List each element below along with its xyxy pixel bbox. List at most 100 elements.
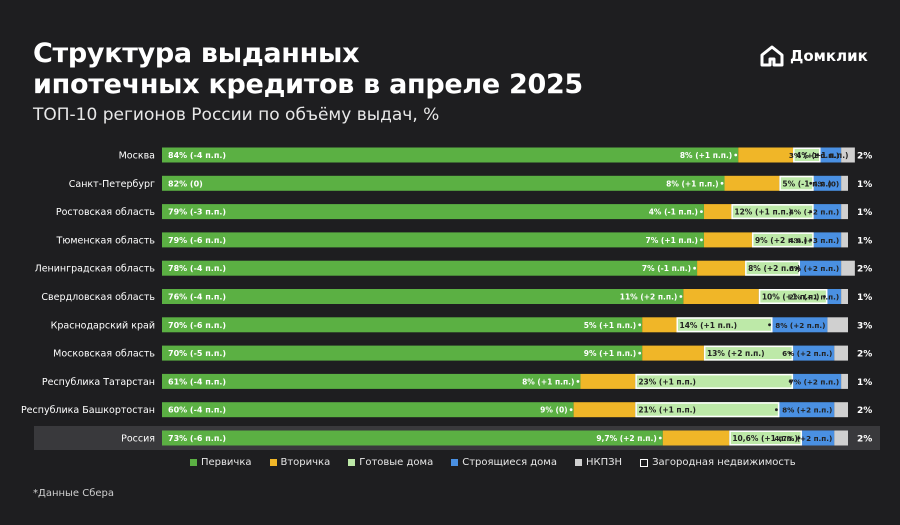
region-label: Москва: [119, 151, 155, 162]
bar-label-ready: 4% (+1 п.п.): [796, 151, 848, 160]
bar-label-primary: 73% (-6 п.п.): [168, 434, 226, 443]
bar-label-secondary: 11% (+2 п.п.): [620, 293, 678, 302]
bar-segment-ready: [635, 373, 794, 389]
bar-label-nkpzn: 1%: [857, 180, 872, 190]
country-outline: [745, 260, 800, 276]
country-outline: [793, 147, 821, 163]
bar-label-ready: 5% (-1 п.п.): [782, 179, 831, 188]
country-outline: [703, 345, 794, 361]
marker-dot-secondary: [576, 380, 580, 383]
bar-label-primary: 79% (-6 п.п.): [168, 236, 226, 245]
country-outline: [635, 373, 794, 389]
marker-dot-secondary: [569, 408, 573, 412]
bar-segment-nkpzn: [841, 232, 848, 248]
legend-item-primary: Первичка: [190, 457, 252, 468]
bar-segment-primary: [162, 430, 663, 446]
legend-item-secondary: Вторичка: [269, 457, 330, 468]
bar-segment-secondary: [642, 345, 704, 361]
bar-segment-primary: [162, 260, 698, 276]
bar-segment-secondary: [697, 260, 746, 276]
marker-dot-construction: [823, 295, 826, 298]
bar-segment-construction: [813, 204, 842, 220]
marker-dot-construction: [775, 408, 778, 412]
bar-segment-construction: [813, 232, 842, 248]
marker-dot-construction: [809, 210, 813, 214]
bar-segment-nkpzn: [827, 317, 848, 333]
marker-dot-construction: [797, 436, 801, 440]
bar-segment-construction: [813, 175, 842, 191]
region-label: Московская область: [53, 349, 155, 360]
bar-label-construction: 8% (+2 п.п.): [775, 321, 825, 330]
bar-label-construction: 6% (+2 п.п.): [782, 349, 832, 358]
bar-segment-nkpzn: [841, 289, 848, 304]
bar-segment-construction: [827, 289, 842, 304]
bar-label-nkpzn: 2%: [857, 435, 872, 445]
bar-segment-secondary: [642, 317, 677, 333]
bar-label-ready: 12% (+1 п.п.): [734, 208, 792, 217]
bar-segment-nkpzn: [834, 430, 848, 446]
bar-label-secondary: 8% (+1 п.п.): [522, 377, 574, 386]
legend-label-nkpzn: НКПЗН: [585, 457, 623, 468]
bar-label-secondary: 9% (+1 п.п.): [584, 349, 636, 358]
bar-segment-construction: [802, 430, 835, 446]
bar-segment-primary: [162, 232, 704, 248]
legend-swatch-secondary: [269, 459, 277, 466]
bar-label-construction: 2% (+1 п.п.): [789, 293, 839, 302]
marker-dot-construction: [788, 351, 792, 355]
title-line-1: Структура выданных: [33, 38, 360, 69]
legend-label-construction: Строящиеся дома: [462, 457, 557, 468]
marker-dot-construction: [809, 181, 813, 185]
bar-segment-ready: [635, 402, 780, 418]
legend-item-ready: Готовые дома: [348, 457, 433, 468]
bar-label-secondary: 4% (-1 п.п.): [649, 208, 698, 217]
page-title: Структура выданных ипотечных кредитов в …: [33, 38, 583, 100]
legend-swatch-construction: [451, 459, 459, 466]
bar-label-construction: 4% (+2 п.п.): [789, 208, 839, 217]
bar-label-ready: 10% (+1 п.п.): [762, 293, 820, 302]
bar-segment-nkpzn: [841, 260, 855, 276]
bar-segment-nkpzn: [841, 175, 848, 191]
bar-label-ready: 10,6% (+1 п.п.): [732, 434, 798, 443]
domclick-house-logo-icon: [760, 45, 784, 67]
bar-label-ready: 21% (+1 п.п.): [638, 406, 696, 415]
legend-swatch-country: [640, 458, 649, 467]
bar-segment-nkpzn: [834, 402, 848, 418]
region-label: Республика Татарстан: [42, 377, 155, 388]
bar-label-primary: 60% (-4 п.п.): [168, 406, 226, 415]
legend-item-construction: Строящиеся дома: [451, 457, 557, 468]
country-outline: [751, 232, 814, 248]
bar-label-primary: 70% (-6 п.п.): [168, 321, 226, 330]
country-outline: [731, 204, 814, 220]
bar-segment-primary: [162, 345, 643, 361]
bar-label-construction: 4% (+3 п.п.): [789, 236, 839, 245]
region-label: Свердловская область: [41, 292, 155, 303]
marker-dot-construction: [768, 323, 771, 327]
bar-label-construction: 3% (+1 п.п.): [789, 151, 839, 160]
legend-swatch-nkpzn: [574, 459, 582, 466]
bar-segment-primary: [162, 289, 684, 304]
bar-segment-secondary: [703, 232, 752, 248]
bar-segment-secondary: [738, 147, 794, 163]
bar-segment-nkpzn: [841, 373, 848, 389]
title-line-2: ипотечных кредитов в апреле 2025: [33, 69, 583, 100]
marker-dot-construction: [788, 380, 792, 383]
bar-segment-construction: [793, 345, 835, 361]
bar-segment-construction: [793, 373, 842, 389]
country-outline: [758, 289, 828, 304]
bar-label-primary: 84% (-4 п.п.): [168, 151, 226, 160]
legend-label-country: Загородная недвижимость: [652, 457, 796, 468]
legend-item-nkpzn: НКПЗН: [574, 457, 623, 468]
marker-dot-construction: [809, 238, 813, 242]
bar-label-secondary: 8% (+1 п.п.): [666, 179, 718, 188]
bar-label-nkpzn: 1%: [857, 236, 872, 246]
country-outline: [779, 175, 814, 191]
legend-swatch-ready: [348, 459, 356, 466]
bar-label-ready: 23% (+1 п.п.): [638, 377, 696, 386]
marker-dot-secondary: [679, 295, 683, 298]
bar-label-primary: 78% (-4 п.п.): [168, 264, 226, 273]
country-outline: [676, 317, 773, 333]
bar-label-nkpzn: 2%: [857, 265, 872, 275]
bar-segment-construction: [779, 402, 835, 418]
bar-label-nkpzn: 1%: [857, 378, 872, 388]
bar-segment-primary: [162, 373, 581, 389]
